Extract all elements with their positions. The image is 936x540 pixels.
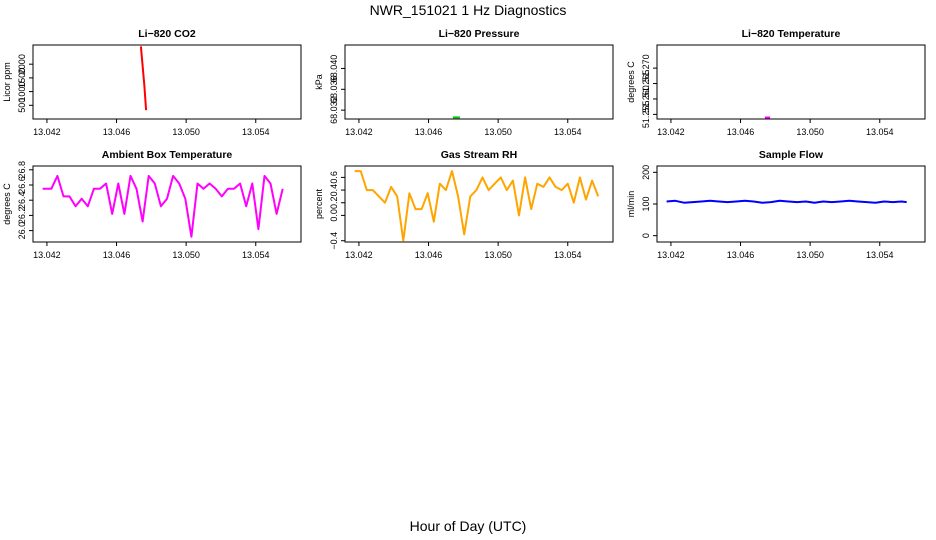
x-tick-label: 13.050 [484,127,512,137]
plot-frame [32,44,302,120]
chart-panel-6: Sample Flow 13.042 13.046 13.050 13.054 0 100 2… [626,149,926,260]
panel-title: Li−820 CO2 [138,28,196,40]
plot-frame [344,44,614,120]
x-tick-label: 13.054 [554,127,582,137]
y-tick-label: 100 [641,196,651,211]
x-tick-label: 13.042 [657,250,685,260]
y-tick-label: 200 [641,165,651,180]
y-tick-label: 1000 [17,82,27,102]
x-tick-label: 13.042 [33,127,61,137]
chart-panel-3: Li−820 Temperature 13.042 13.046 13.050 13.0… [626,28,926,137]
x-tick-label: 13.050 [172,127,200,137]
y-tick-label: 1500 [17,68,27,88]
y-tick-label: 0.4 [329,184,339,197]
chart-panel-5: Gas Stream RH 13.042 13.046 13.050 13.054 −0.… [314,149,614,260]
y-tick-label: 26.4 [17,191,27,209]
x-tick-label: 13.046 [415,250,443,260]
x-tick-label: 13.046 [103,127,131,137]
x-tick-label: 13.046 [415,127,443,137]
y-tick-label: 68.036 [329,76,339,104]
y-tick-label: 68.032 [329,96,339,124]
plot-frame [656,165,926,243]
y-tick-label: 26.0 [17,222,27,240]
x-axis-caption: Hour of Day (UTC) [409,518,527,534]
data-series-line [139,46,148,111]
panel-title: Li−820 Pressure [439,28,520,40]
y-tick-label: 51.255 [641,101,651,129]
y-tick-label: −0.4 [329,232,339,250]
y-tick-label: 26.6 [17,176,27,194]
data-series-line [354,170,600,242]
y-tick-label: 51.270 [641,54,651,82]
y-axis-label: degrees C [626,61,636,103]
y-axis-label: Licor ppm [2,62,12,102]
y-tick-label: 68.040 [329,55,339,83]
x-tick-label: 13.042 [33,250,61,260]
chart-panel-1: Li−820 CO2 13.042 13.046 13.050 13.054 500100… [2,28,302,137]
y-axis-label: percent [314,188,324,219]
x-tick-label: 13.050 [796,250,824,260]
x-tick-label: 13.046 [103,250,131,260]
x-tick-label: 13.042 [345,127,373,137]
x-tick-label: 13.050 [484,250,512,260]
x-tick-label: 13.046 [727,127,755,137]
x-tick-label: 13.054 [242,250,270,260]
y-tick-label: 26.2 [17,207,27,225]
y-tick-label: 0.0 [329,209,339,222]
y-axis-label: ml/min [626,191,636,218]
chart-panel-2: Li−820 Pressure 13.042 13.046 13.050 13.054 6… [314,28,614,137]
x-tick-label: 13.054 [866,250,894,260]
panel-title: Gas Stream RH [441,149,517,161]
plot-frame [344,165,614,243]
data-series-line [42,174,284,238]
y-tick-label: 51.260 [641,85,651,113]
x-tick-label: 13.054 [554,250,582,260]
y-tick-label: 2000 [17,54,27,74]
panel-title: Ambient Box Temperature [102,149,233,161]
figure-title: NWR_151021 1 Hz Diagnostics [369,2,567,18]
panel-title: Li−820 Temperature [742,28,841,40]
y-tick-label: 0.6 [329,171,339,184]
y-tick-label: 0.2 [329,196,339,209]
x-tick-label: 13.050 [172,250,200,260]
panel-title: Sample Flow [759,149,824,161]
chart-panel-4: Ambient Box Temperature 13.042 13.046 13.05… [2,149,302,260]
x-tick-label: 13.050 [796,127,824,137]
y-tick-label: 0 [641,233,651,238]
y-axis-label: degrees C [2,183,12,225]
x-tick-label: 13.046 [727,250,755,260]
plot-frame [32,165,302,243]
y-tick-label: 500 [17,98,27,113]
y-tick-label: 26.8 [17,161,27,179]
y-tick-label: 51.265 [641,70,651,98]
x-tick-label: 13.042 [657,127,685,137]
x-tick-label: 13.054 [242,127,270,137]
x-tick-label: 13.042 [345,250,373,260]
y-axis-label: kPa [314,74,324,90]
x-tick-label: 13.054 [866,127,894,137]
plot-frame [656,44,926,120]
data-series-line [666,199,907,204]
